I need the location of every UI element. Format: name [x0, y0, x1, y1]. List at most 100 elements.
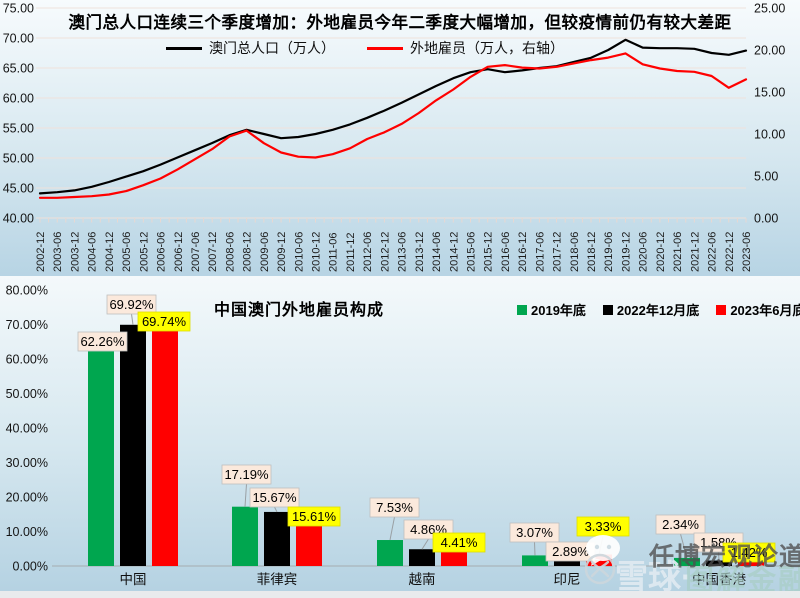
- data-label-s1-c1: 15.67%: [252, 490, 297, 505]
- left-axis-tick-label: 70.00: [3, 32, 34, 46]
- bar-s2-c2: [441, 550, 467, 566]
- y-axis-tick-label: 40.00%: [6, 422, 48, 436]
- bar-s2-c0: [152, 325, 178, 566]
- x-axis-tick-label: 2018-06: [569, 232, 581, 272]
- category-label: 印尼: [554, 572, 581, 587]
- green-square-swatch: [517, 304, 527, 315]
- data-label-s2-c3: 3.33%: [585, 519, 622, 534]
- y-axis-tick-label: 60.00%: [6, 353, 48, 367]
- bar-chart-title: 中国澳门外地雇员构成: [214, 302, 385, 319]
- legend-item-2019: 2019年底: [517, 300, 586, 319]
- legend-label: 2022年12月底: [616, 303, 700, 318]
- data-label-s2-c4: 1.42%: [731, 545, 768, 560]
- x-axis-tick-label: 2022-06: [707, 232, 719, 272]
- x-axis-tick-label: 2005-06: [121, 232, 133, 272]
- data-label-s0-c0: 62.26%: [80, 334, 125, 349]
- left-axis-tick-label: 40.00: [3, 212, 34, 226]
- category-label: 越南: [409, 572, 436, 587]
- x-axis-tick-label: 2017-06: [534, 232, 546, 272]
- series-line-0: [38, 38, 748, 195]
- x-axis-tick-label: 2006-06: [156, 232, 168, 272]
- right-axis-tick-label: 20.00: [754, 44, 785, 58]
- black-square-swatch: [602, 304, 613, 315]
- x-axis-tick-label: 2014-06: [431, 232, 443, 272]
- red-square-swatch: [716, 304, 727, 315]
- data-label-box-s2-c0: [137, 311, 191, 332]
- x-axis-tick-label: 2020-06: [638, 232, 650, 272]
- x-axis-tick-label: 2019-06: [603, 232, 615, 272]
- legend-item-total-population: 澳门总人口（万人）: [166, 38, 335, 58]
- bar-chart-legend: 2019年底 2022年12月底 2023年6月底: [517, 300, 800, 319]
- data-label-s1-c0: 69.92%: [109, 297, 154, 312]
- left-axis-tick-label: 45.00: [3, 182, 34, 196]
- right-axis-tick-label: 5.00: [754, 170, 778, 184]
- y-axis-tick-label: 80.00%: [6, 284, 48, 298]
- y-axis-tick-label: 70.00%: [6, 318, 48, 332]
- x-axis-tick-label: 2009-12: [276, 232, 288, 272]
- black-line-swatch: [166, 46, 202, 50]
- data-label-s0-c1: 17.19%: [224, 467, 269, 482]
- line-chart-title: 澳门总人口连续三个季度增加：外地雇员今年二季度大幅增加，但较疫情前仍有较大差距: [68, 14, 732, 32]
- left-axis-tick-label: 55.00: [3, 122, 34, 136]
- legend-label: 2023年6月底: [730, 303, 800, 318]
- x-axis-tick-label: 2012-12: [379, 232, 391, 272]
- line-chart-panel: 75.00 70.00 65.00 60.00 55.00 50.00 45.00 40.00…: [0, 0, 800, 276]
- bar-s0-c3: [522, 555, 548, 566]
- bar-s1-c2: [409, 549, 435, 566]
- y-axis-tick-label: 30.00%: [6, 456, 48, 470]
- x-axis-tick-label: 2006-12: [173, 232, 185, 272]
- legend-item-2022-12: 2022年12月底: [602, 300, 700, 319]
- x-axis-tick-label: 2002-12: [35, 232, 47, 272]
- x-axis-tick-label: 2011-06: [328, 232, 340, 272]
- legend-label: 2019年底: [531, 303, 586, 318]
- leader-line-s0-c3: [534, 541, 536, 556]
- x-axis-tick-label: 2011-12: [345, 232, 357, 272]
- data-label-box-s0-c2: [369, 497, 420, 518]
- x-axis-tick-label: 2016-06: [500, 232, 512, 272]
- bar-chart-panel: 80.00% 70.00% 60.00% 50.00% 40.00% 30.00% 20.0…: [0, 276, 800, 591]
- x-axis-tick-label: 2017-12: [552, 232, 564, 272]
- leader-line-s1-c2: [421, 538, 429, 550]
- data-label-s2-c1: 15.61%: [292, 509, 337, 524]
- x-axis-tick-label: 2009-06: [259, 232, 271, 272]
- x-axis-tick-label: 2021-12: [689, 232, 701, 272]
- x-axis-tick-label: 2021-06: [672, 232, 684, 272]
- leader-line-s0-c2: [389, 516, 395, 541]
- red-line-swatch: [367, 46, 403, 50]
- line-chart-background: [0, 0, 800, 276]
- data-label-s2-c2: 4.41%: [441, 535, 478, 550]
- data-label-s0-c4: 2.34%: [662, 517, 699, 532]
- x-axis-tick-label: 2015-06: [465, 232, 477, 272]
- data-label-box-s0-c0: [77, 331, 128, 352]
- x-axis-tick-label: 2015-12: [483, 232, 495, 272]
- y-axis-tick-label: 20.00%: [6, 491, 48, 505]
- y-axis-tick-label: 0.00%: [13, 560, 48, 574]
- bar-s1-c4: [706, 560, 732, 566]
- category-label: 中国: [120, 572, 147, 587]
- legend-item-2023-06: 2023年6月底: [716, 300, 800, 319]
- x-axis-tick-label: 2010-12: [311, 232, 323, 272]
- bar-s0-c4: [674, 557, 700, 566]
- category-label: 中国香港: [692, 572, 746, 587]
- x-axis-tick-label: 2022-12: [724, 232, 736, 272]
- data-label-s0-c2: 7.53%: [376, 500, 413, 515]
- x-axis-tick-label: 2005-12: [138, 232, 150, 272]
- left-axis-tick-label: 60.00: [3, 92, 34, 106]
- bar-s1-c0: [120, 324, 146, 566]
- data-label-box-s2-c1: [287, 506, 341, 527]
- x-axis-tick-label: 2004-06: [87, 232, 99, 272]
- x-axis-tick-label: 2023-06: [741, 232, 753, 272]
- x-axis-tick-label: 2018-12: [586, 232, 598, 272]
- x-axis-tick-label: 2012-06: [362, 232, 374, 272]
- bar-s0-c2: [377, 540, 403, 566]
- x-axis-tick-label: 2004-12: [104, 232, 116, 272]
- x-axis-tick-label: 2007-06: [190, 232, 202, 272]
- right-axis-tick-label: 0.00: [754, 212, 778, 226]
- left-axis-tick-label: 50.00: [3, 152, 34, 166]
- data-label-box-s2-c2: [432, 532, 486, 553]
- category-label: 菲律宾: [257, 572, 298, 587]
- data-label-box-s1-c0: [106, 294, 157, 315]
- leader-line-s0-c1: [244, 483, 247, 507]
- data-label-box-s1-c1: [249, 487, 300, 508]
